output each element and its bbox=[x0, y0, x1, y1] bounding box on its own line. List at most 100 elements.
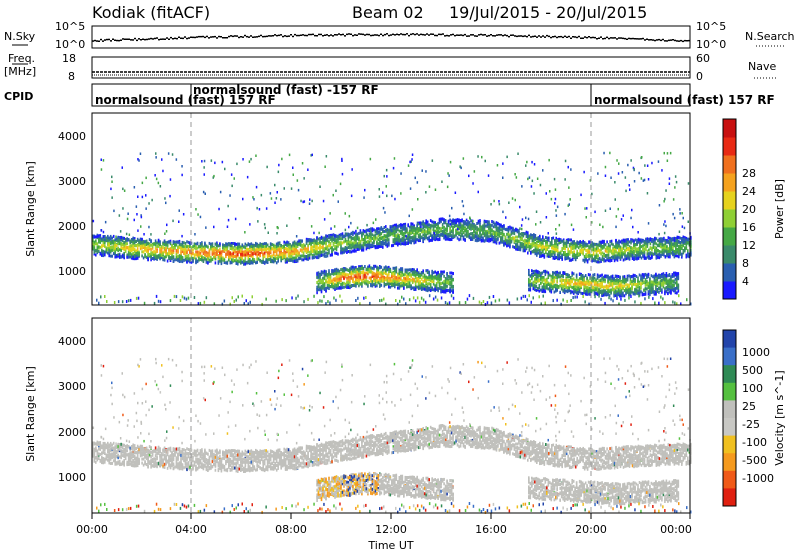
power-cell bbox=[232, 258, 235, 262]
power-cell bbox=[316, 244, 318, 248]
power-cell bbox=[364, 237, 366, 241]
power-cell bbox=[359, 240, 362, 244]
power-cell bbox=[132, 257, 134, 261]
power-cell bbox=[678, 255, 680, 259]
noise-point bbox=[324, 34, 326, 36]
power-cell bbox=[621, 255, 623, 259]
power-cell bbox=[598, 256, 601, 260]
power-cell bbox=[414, 240, 417, 244]
power-cell bbox=[244, 262, 247, 266]
power-cell bbox=[207, 254, 209, 257]
power-cell bbox=[549, 243, 552, 247]
power-cell bbox=[118, 248, 121, 252]
power-cell bbox=[275, 248, 278, 252]
noise-point bbox=[254, 36, 256, 38]
power-cell bbox=[316, 271, 318, 275]
power-cell bbox=[115, 243, 118, 247]
power-cell bbox=[328, 235, 330, 239]
power-cell bbox=[275, 261, 278, 265]
power-cell bbox=[216, 244, 218, 248]
power-cell bbox=[509, 245, 511, 249]
noise-point bbox=[452, 33, 454, 36]
power-cell bbox=[486, 224, 489, 228]
noise-point bbox=[270, 35, 272, 37]
power-cell bbox=[518, 232, 520, 236]
noise-point bbox=[112, 38, 114, 40]
power-cell bbox=[220, 253, 223, 257]
power-cell bbox=[349, 250, 351, 254]
power-cell bbox=[235, 246, 238, 250]
power-cell bbox=[172, 259, 175, 263]
power-cell bbox=[444, 219, 447, 222]
power-cell bbox=[281, 246, 284, 250]
power-cell bbox=[395, 236, 398, 240]
power-cell bbox=[634, 246, 637, 250]
power-cell bbox=[452, 231, 454, 235]
power-cell bbox=[495, 241, 498, 245]
power-cell bbox=[675, 252, 677, 255]
power-cell bbox=[328, 240, 330, 244]
power-cell bbox=[394, 234, 396, 237]
noise-point bbox=[358, 33, 360, 35]
noise-point bbox=[450, 34, 452, 36]
power-cell bbox=[660, 237, 662, 241]
power-cell bbox=[287, 241, 290, 245]
power-cell bbox=[320, 246, 323, 250]
power-cell bbox=[552, 245, 555, 248]
power-cell bbox=[349, 246, 351, 250]
power-cell bbox=[156, 245, 158, 248]
power-cell bbox=[380, 237, 383, 241]
power-cell bbox=[386, 242, 389, 246]
power-cell bbox=[253, 259, 256, 263]
power-cell bbox=[334, 241, 336, 244]
power-cell bbox=[114, 253, 116, 256]
power-cell bbox=[616, 245, 619, 248]
power-cell bbox=[549, 251, 552, 255]
power-cell bbox=[561, 239, 563, 243]
power-cell bbox=[660, 250, 662, 254]
power-cell bbox=[664, 249, 667, 253]
power-cell bbox=[287, 248, 290, 252]
noise-point bbox=[684, 39, 686, 42]
noise-point bbox=[210, 36, 212, 38]
power-cell bbox=[355, 249, 357, 253]
power-cell bbox=[121, 247, 124, 250]
power-cell bbox=[649, 251, 652, 255]
power-cell bbox=[192, 257, 194, 261]
power-cell bbox=[278, 255, 281, 259]
power-cell bbox=[408, 234, 411, 238]
noise-point bbox=[392, 33, 394, 36]
noise-point bbox=[184, 36, 186, 38]
power-cell bbox=[670, 246, 673, 250]
power-cell bbox=[385, 243, 387, 247]
power-cell bbox=[663, 238, 665, 242]
power-cell bbox=[186, 240, 188, 244]
power-cell bbox=[568, 242, 571, 246]
noise-point bbox=[376, 34, 378, 36]
power-cell bbox=[338, 237, 341, 241]
power-cell bbox=[349, 240, 351, 244]
power-cell bbox=[371, 233, 374, 237]
power-cell bbox=[582, 248, 584, 252]
power-cell bbox=[645, 256, 647, 260]
power-cell bbox=[413, 225, 415, 229]
power-cell bbox=[419, 223, 421, 227]
power-cell bbox=[263, 260, 266, 264]
power-cell bbox=[232, 248, 235, 252]
power-cell bbox=[685, 240, 688, 244]
power-cell bbox=[401, 223, 404, 227]
power-cell bbox=[588, 248, 590, 252]
power-cell bbox=[183, 251, 185, 255]
power-cell bbox=[130, 253, 133, 257]
power-cell bbox=[304, 249, 306, 253]
power-cell bbox=[177, 246, 179, 249]
noise-point bbox=[110, 40, 112, 42]
power-cell bbox=[355, 234, 357, 238]
power-cell bbox=[102, 244, 105, 248]
power-cell bbox=[277, 248, 279, 252]
power-cell bbox=[172, 249, 175, 253]
power-cell bbox=[186, 256, 188, 260]
noise-point bbox=[630, 37, 632, 40]
power-cell bbox=[678, 235, 680, 239]
power-cell bbox=[256, 242, 258, 246]
